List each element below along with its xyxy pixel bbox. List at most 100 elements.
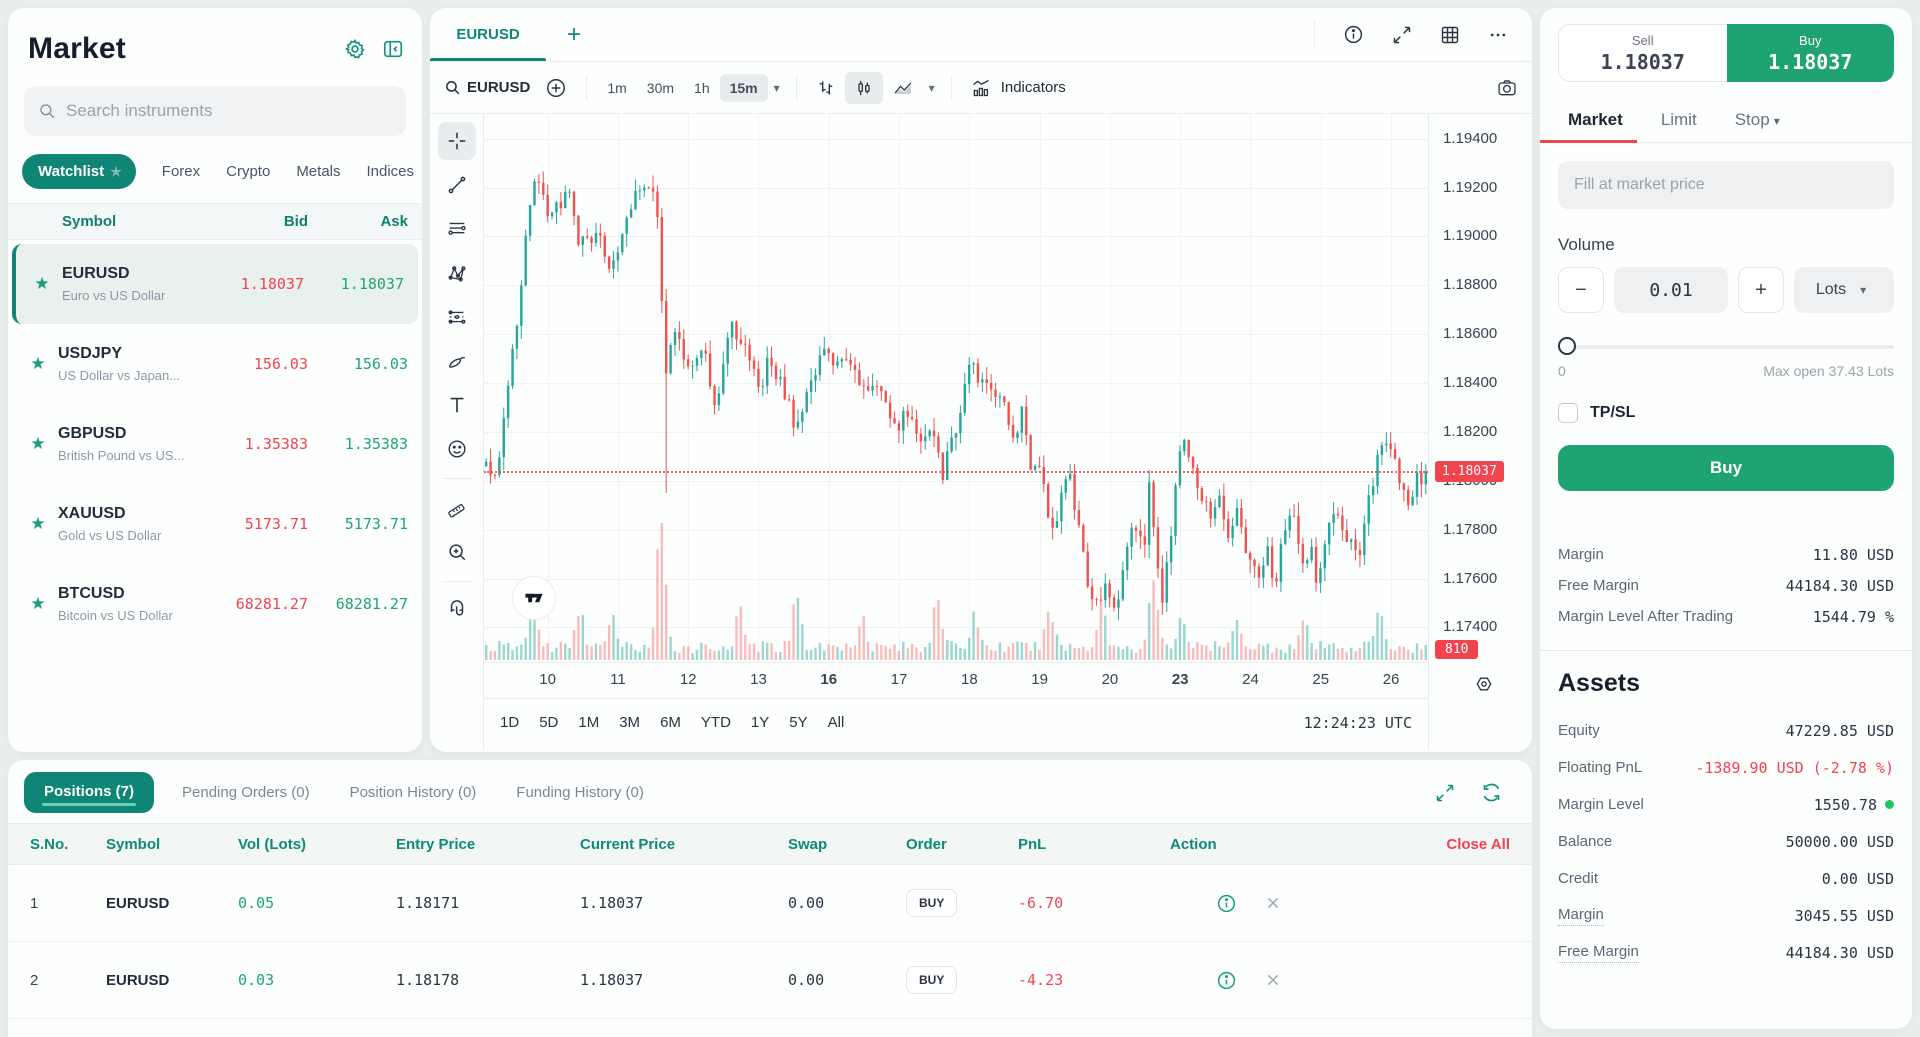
projection-tool-icon[interactable] [438,298,476,336]
crosshair-tool-icon[interactable] [437,122,476,160]
range-1y[interactable]: 1Y [750,714,770,731]
range-all[interactable]: All [827,714,845,731]
tab-watchlist[interactable]: Watchlist ★ [22,154,136,189]
range-5d[interactable]: 5D [539,714,559,731]
close-position-icon[interactable] [1265,895,1281,911]
trend-line-tool-icon[interactable] [438,166,476,204]
star-icon[interactable]: ★ [30,354,46,373]
candles-chart-type-icon[interactable] [844,71,883,104]
sell-buy-toggle: Sell 1.18037 Buy 1.18037 [1558,24,1894,82]
ask-price: 156.03 [353,355,408,373]
tab-pending-orders[interactable]: Pending Orders (0) [182,784,310,801]
add-chart-tab-button[interactable]: + [566,20,581,48]
volume-slider[interactable] [1558,337,1894,355]
buy-price-button[interactable]: Buy 1.18037 [1726,24,1894,82]
tab-crypto[interactable]: Crypto [226,163,271,180]
range-5y[interactable]: 5Y [789,714,808,731]
zoom-in-tool-icon[interactable] [438,533,476,571]
position-info-icon[interactable] [1216,970,1237,991]
current-price-badge: 1.18037 [1435,460,1504,482]
fullscreen-icon[interactable] [1378,25,1426,45]
range-ytd[interactable]: YTD [700,714,731,731]
watchlist-row-btcusd[interactable]: ★ BTCUSD Bitcoin vs US Dollar 68281.27 68… [8,564,422,644]
timeframe-1m[interactable]: 1m [607,79,627,96]
compare-add-icon[interactable] [536,71,576,105]
submit-buy-button[interactable]: Buy [1558,445,1894,491]
tab-stop-order[interactable]: Stop ▾ [1734,110,1780,129]
volume-increase-button[interactable]: + [1738,267,1784,313]
gear-icon[interactable] [344,38,366,60]
fib-retracement-tool-icon[interactable] [438,210,476,248]
price-axis-label: 1.19400 [1443,129,1498,147]
more-options-icon[interactable] [1474,25,1522,45]
timeframe-30m[interactable]: 30m [646,79,675,96]
chart-symbol-label[interactable]: EURUSD [467,79,531,96]
camera-snapshot-icon[interactable] [1496,78,1518,98]
fill-price-input[interactable] [1558,161,1894,209]
brush-tool-icon[interactable] [438,342,476,380]
sell-price-button[interactable]: Sell 1.18037 [1558,24,1727,82]
timeframe-15m[interactable]: 15m [719,73,768,102]
bid-price: 1.35383 [244,435,308,453]
xabcd-pattern-tool-icon[interactable] [438,254,476,292]
price-axis[interactable]: 1.18037 810 1.19400 1.19200 1.19000 1.18800… [1428,114,1532,750]
emoji-tool-icon[interactable] [438,430,476,468]
position-row: 1 EURUSD 0.05 1.18171 1.18037 0.00 BUY -… [8,865,1532,942]
range-1d[interactable]: 1D [500,714,520,731]
tab-metals[interactable]: Metals [296,163,341,180]
search-box[interactable] [24,86,406,136]
tab-limit-order[interactable]: Limit [1660,110,1697,129]
tab-indices[interactable]: Indices [366,163,415,180]
star-icon[interactable]: ★ [30,594,46,613]
refresh-icon[interactable] [1481,782,1502,803]
close-all-button[interactable]: Close All [1446,835,1510,853]
chevron-down-icon[interactable]: ▾ [773,80,780,95]
watchlist-row-usdjpy[interactable]: ★ USDJPY US Dollar vs Japan... 156.03 156… [8,324,422,404]
volume-input[interactable] [1626,279,1716,301]
magnet-tool-icon[interactable] [438,592,476,630]
tab-market-order[interactable]: Market [1540,110,1637,143]
time-axis[interactable]: 10 11 12 13 16 17 18 19 20 23 24 25 26 [484,662,1428,698]
candlestick-chart[interactable] [484,114,1428,662]
text-tool-icon[interactable] [438,386,476,424]
star-icon[interactable]: ★ [34,274,50,293]
timeframe-1h[interactable]: 1h [694,79,710,96]
time-axis-label: 26 [1382,671,1400,688]
slider-thumb[interactable] [1558,337,1576,355]
area-chart-type-icon[interactable] [883,72,923,104]
symbol-search-icon[interactable] [444,79,461,96]
volume-unit-select[interactable]: Lots ▾ [1794,267,1894,313]
tab-forex[interactable]: Forex [161,163,201,180]
range-3m[interactable]: 3M [619,714,641,731]
tpsl-toggle[interactable]: TP/SL [1558,403,1894,423]
chart-plot-area[interactable] [484,114,1428,662]
star-icon[interactable]: ★ [30,434,46,453]
bars-chart-type-icon[interactable] [807,72,845,104]
price-axis-label: 1.18200 [1443,422,1498,440]
star-icon[interactable]: ★ [30,514,46,533]
range-6m[interactable]: 6M [660,714,681,731]
position-info-icon[interactable] [1216,893,1237,914]
volume-decrease-button[interactable]: − [1558,267,1604,313]
chart-tab-eurusd[interactable]: EURUSD [430,8,546,61]
indicators-button[interactable]: Indicators [962,78,1074,98]
watchlist-row-gbpusd[interactable]: ★ GBPUSD British Pound vs US... 1.35383 1… [8,404,422,484]
layout-grid-icon[interactable] [1426,25,1474,45]
info-icon[interactable] [1329,24,1378,45]
close-position-icon[interactable] [1265,972,1281,988]
tab-positions[interactable]: Positions (7) [24,772,155,813]
axis-settings-icon[interactable] [1474,674,1494,694]
collapse-panel-icon[interactable] [382,38,404,60]
search-input[interactable] [66,101,392,121]
watchlist-row-eurusd[interactable]: ★ EURUSD Euro vs US Dollar 1.18037 1.1803… [12,244,418,324]
measure-ruler-tool-icon[interactable] [438,489,476,527]
tab-position-history[interactable]: Position History (0) [349,784,477,801]
range-1m[interactable]: 1M [578,714,600,731]
asset-row-floating-pnl: Floating PnL -1389.90 USD (-2.78 %) [1558,758,1894,777]
chevron-down-icon[interactable]: ▾ [928,80,935,95]
tpsl-checkbox[interactable] [1558,403,1578,423]
tab-funding-history[interactable]: Funding History (0) [516,784,644,801]
expand-panel-icon[interactable] [1435,782,1455,803]
watchlist-row-xauusd[interactable]: ★ XAUUSD Gold vs US Dollar 5173.71 5173.7… [8,484,422,564]
tradingview-logo[interactable] [512,576,556,620]
